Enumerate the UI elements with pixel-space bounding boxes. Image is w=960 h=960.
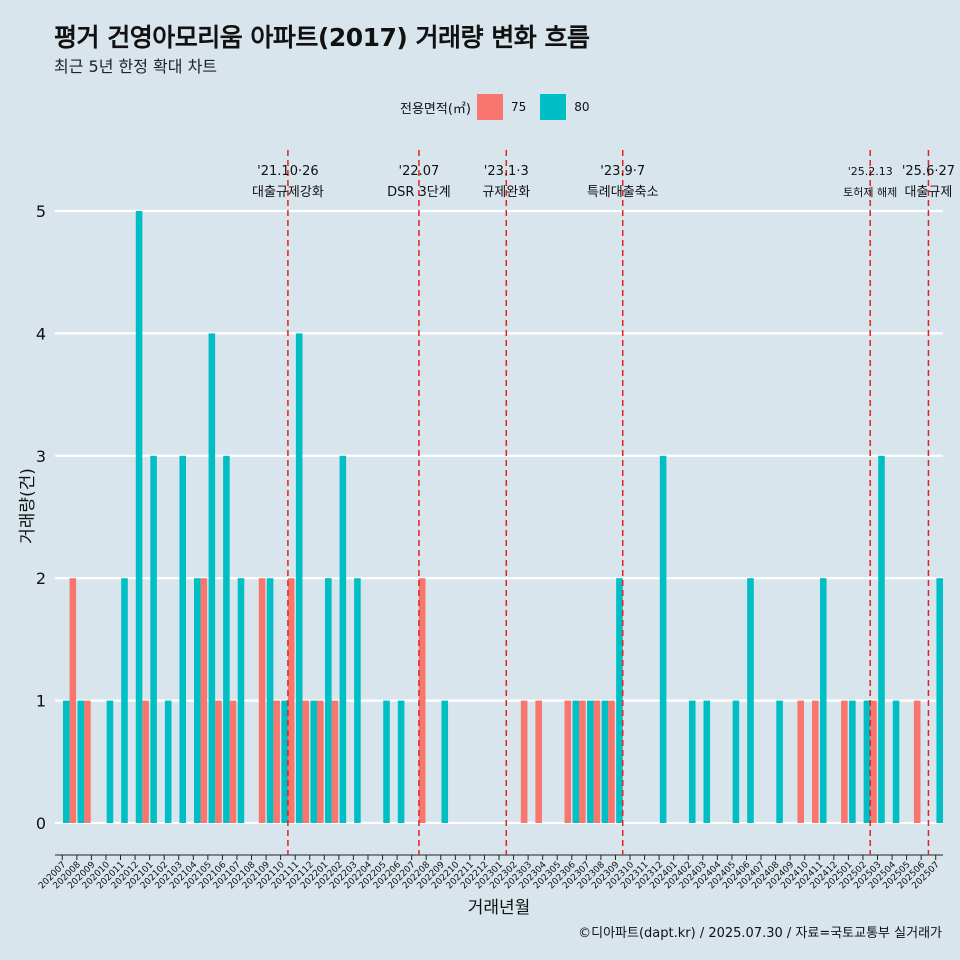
bar-80-202110 [281,700,288,823]
bar-80-202503 [878,455,885,823]
bar-75-202109 [258,578,266,823]
bar-80-202012 [135,211,143,823]
bar-75-202410 [797,700,805,823]
bar-75-202008 [69,578,77,823]
legend-label-75: 75 [510,100,527,114]
bar-75-202201 [317,700,324,823]
bar-80-202111 [295,333,303,823]
y-tick-label: 4 [36,324,46,343]
bar-75-202501 [841,700,848,823]
legend-title: 전용면적(㎡) [400,101,471,117]
bar-75-202411 [811,700,819,823]
y-axis-title: 거래량(건) [18,468,38,544]
bar-75-202308 [593,700,601,823]
event-date: '25.2.13 [848,165,893,178]
bar-75-202506 [913,700,921,823]
bar-75-202111 [287,578,295,823]
bar-80-202403 [703,700,711,823]
legend-swatch-75 [476,94,503,120]
bar-80-202011 [121,578,128,823]
bar-80-202109 [266,578,274,823]
bar-80-202101 [150,455,157,823]
chart-title: 평거 건영아모리움 아파트(2017) 거래량 변화 흐름 [54,23,590,52]
bar-80-202504 [892,700,900,823]
bar-75-202106 [215,700,222,823]
bar-80-202501 [849,700,856,823]
event-label: DSR 3단계 [387,185,451,200]
bar-75-202303 [520,700,528,823]
event-date: '23.9·7 [600,164,645,179]
bar-80-202010 [106,700,114,823]
event-label: 대출규제강화 [252,185,324,200]
bar-80-202502 [863,700,871,823]
legend-label-80: 80 [574,100,590,114]
bar-80-202007 [62,700,70,823]
bar-75-202101 [142,700,149,823]
bar-75-202105 [200,578,208,823]
bar-75-202503 [870,700,877,823]
bar-80-202112 [310,700,318,823]
event-date: '23.1·3 [484,164,529,179]
bar-80-202106 [223,455,230,823]
bar-80-202406 [747,578,754,823]
event-label: 대출규제 [905,185,953,200]
bar-80-202105 [208,333,216,823]
y-tick-label: 1 [36,692,46,711]
y-tick-label: 5 [36,202,46,221]
bar-80-202202 [339,455,347,823]
bar-75-202309 [608,700,615,823]
event-label: 특례대출축소 [587,185,659,200]
x-axis-title: 거래년월 [468,898,531,918]
y-tick-label: 0 [36,814,46,833]
event-date: '22.07 [399,164,440,179]
event-date: '25.6·27 [902,164,955,179]
bar-80-202206 [397,700,405,823]
bar-75-202112 [302,700,310,823]
bar-75-202304 [535,700,542,823]
bar-80-202306 [572,700,580,823]
bar-75-202306 [564,700,572,823]
legend: 전용면적(㎡) 75 80 [400,93,598,121]
event-label: 규제완화 [482,185,530,200]
bar-80-202104 [194,578,201,823]
bar-75-202110 [273,700,280,823]
bar-80-202203 [354,578,361,823]
chart-subtitle: 최근 5년 한정 확대 차트 [54,57,218,76]
bar-75-202202 [331,700,339,823]
bar-80-202102 [164,700,172,823]
event-label: 토허제 해제 [843,185,897,199]
bar-80-202411 [819,578,827,823]
bar-80-202507 [936,578,943,823]
bar-80-202107 [237,578,245,823]
legend-swatch-80 [540,94,567,120]
bar-80-202201 [325,578,332,823]
bar-75-202208 [418,578,426,823]
bar-80-202205 [383,700,390,823]
bar-80-202103 [179,455,187,823]
bar-80-202408 [776,700,783,823]
bar-80-202402 [688,700,696,823]
bar-80-202308 [601,700,609,823]
bar-80-202209 [441,700,449,823]
bar-75-202009 [84,700,91,823]
bar-75-202307 [579,700,586,823]
bar-80-202405 [732,700,740,823]
event-date: '21.10·26 [257,164,318,179]
bar-75-202107 [229,700,237,823]
y-tick-label: 2 [36,569,46,588]
y-tick-label: 3 [36,447,46,466]
bar-80-202008 [77,700,85,823]
caption: ©디아파트(dapt.kr) / 2025.07.30 / 자료=국토교통부 실… [578,926,942,941]
bar-80-202307 [587,700,594,823]
bar-80-202309 [616,578,623,823]
bar-80-202312 [659,455,667,823]
